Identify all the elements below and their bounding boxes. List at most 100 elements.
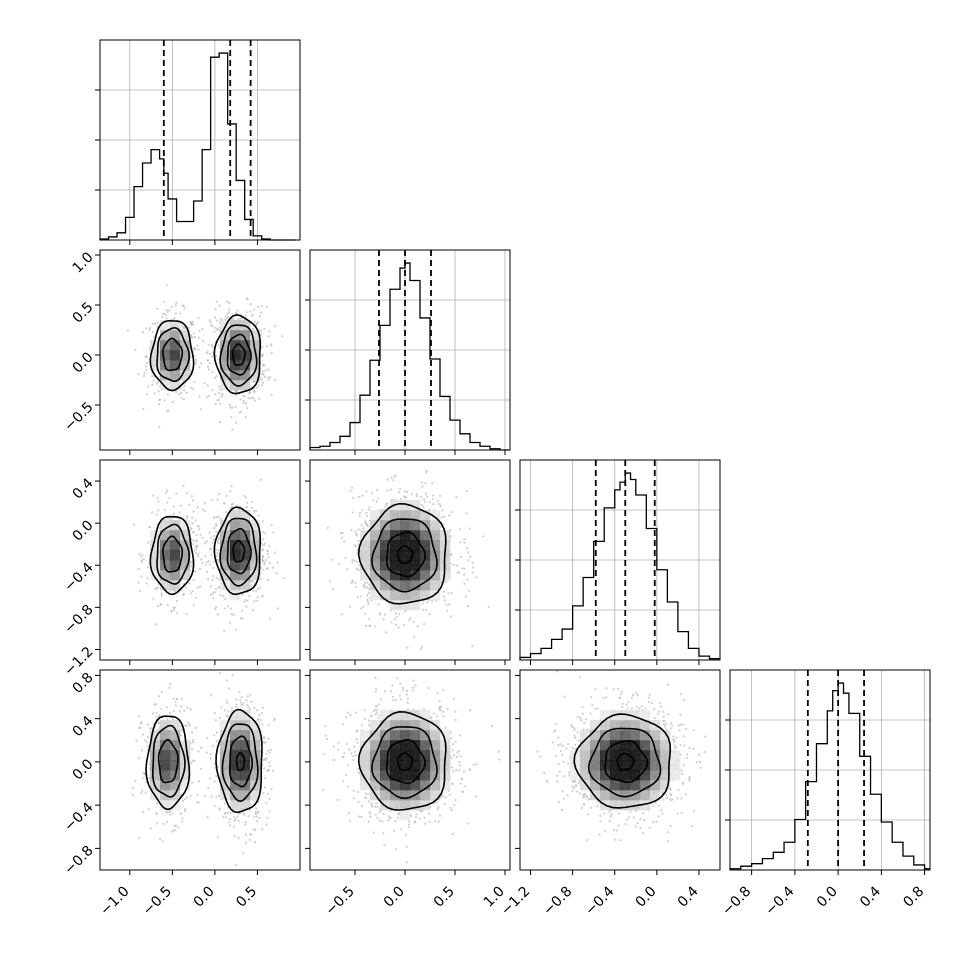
y-tick-label: 0.4 — [70, 713, 97, 740]
scatter-point — [438, 502, 441, 506]
scatter-point — [183, 809, 186, 813]
density-cell — [220, 350, 231, 361]
scatter-point — [140, 749, 144, 752]
scatter-point — [197, 750, 200, 753]
scatter-point — [211, 541, 214, 544]
contour-line — [219, 324, 258, 387]
scatter-point — [424, 482, 427, 485]
scatter-point — [185, 514, 188, 518]
scatter-point — [180, 728, 183, 732]
y-tick-label: 0.0 — [70, 756, 97, 783]
density-cell — [390, 510, 401, 521]
scatter-point — [229, 817, 232, 821]
scatter-point — [368, 625, 371, 628]
scatter-point — [235, 504, 238, 507]
scatter-point — [415, 493, 418, 496]
scatter-point — [211, 591, 215, 595]
density-cell — [150, 550, 161, 561]
scatter-point — [172, 606, 175, 609]
scatter-point — [431, 497, 434, 501]
scatter-point — [211, 388, 214, 392]
scatter-point — [222, 815, 225, 818]
scatter-point — [347, 785, 350, 788]
y-tick-label: 1.0 — [70, 249, 97, 276]
scatter-point — [171, 610, 174, 613]
scatter-point — [165, 491, 168, 494]
scatter-point — [236, 309, 239, 312]
scatter-point — [158, 402, 161, 406]
scatter-point — [213, 376, 217, 379]
scatter-point — [144, 355, 147, 358]
scatter-point — [146, 577, 149, 580]
scatter-point — [197, 780, 201, 783]
scatter-point — [214, 393, 217, 396]
y-tick-label: 0.0 — [70, 349, 97, 376]
scatter-point — [245, 605, 248, 608]
scatter-point — [194, 552, 198, 555]
scatter-point — [254, 509, 258, 512]
density-cell — [230, 790, 241, 801]
scatter-point — [190, 495, 194, 498]
scatter-point — [211, 325, 214, 328]
density-cell — [410, 550, 421, 561]
density-cell — [240, 580, 251, 591]
scatter-point — [268, 810, 271, 813]
contour-line — [228, 735, 254, 788]
scatter-point — [263, 543, 266, 547]
scatter-point — [206, 578, 210, 581]
scatter-point — [192, 510, 195, 513]
density-cell — [230, 570, 241, 581]
scatter-point — [264, 558, 268, 562]
scatter-point — [214, 523, 218, 526]
scatter-point — [420, 481, 423, 484]
scatter-point — [468, 527, 471, 530]
scatter-point — [461, 567, 464, 570]
panel-content — [126, 284, 284, 450]
scatter-point — [169, 683, 172, 686]
density-cell — [420, 580, 431, 591]
density-cell — [160, 380, 171, 391]
scatter-point — [261, 370, 264, 373]
scatter-point — [257, 810, 260, 813]
density-cell — [430, 570, 441, 581]
density-cell — [180, 370, 191, 381]
scatter-point — [172, 829, 175, 832]
density-cell — [160, 740, 171, 751]
scatter-point — [261, 706, 264, 709]
scatter-point — [432, 494, 435, 497]
scatter-point — [140, 560, 143, 563]
scatter-point — [155, 623, 158, 626]
scatter-point — [148, 326, 152, 330]
scatter-point — [350, 528, 353, 532]
scatter-point — [162, 822, 165, 826]
contour-line — [371, 518, 438, 593]
density-cell — [370, 590, 381, 601]
scatter-point — [267, 378, 270, 381]
density-cell — [410, 600, 421, 611]
scatter-point — [218, 671, 221, 675]
scatter-point — [216, 613, 219, 616]
scatter-point — [217, 385, 221, 388]
scatter-point — [256, 811, 260, 815]
scatter-point — [267, 749, 270, 752]
scatter-point — [212, 597, 215, 600]
scatter-point — [244, 820, 247, 824]
scatter-point — [367, 583, 371, 586]
contour-line — [151, 724, 186, 798]
scatter-point — [405, 861, 409, 864]
scatter-point — [395, 623, 398, 626]
density-cell — [240, 570, 251, 581]
y-tick-label: −0.8 — [61, 602, 96, 637]
scatter-point — [247, 396, 250, 400]
scatter-point — [160, 592, 163, 595]
scatter-point — [256, 588, 260, 591]
scatter-point — [248, 392, 251, 395]
density-cell — [160, 720, 171, 731]
scatter-point — [146, 385, 150, 388]
scatter-point — [245, 311, 248, 314]
scatter-point — [253, 600, 256, 603]
density-cell — [370, 560, 381, 571]
density-cell — [250, 350, 261, 361]
scatter-point — [168, 813, 172, 816]
scatter-point — [260, 712, 263, 715]
